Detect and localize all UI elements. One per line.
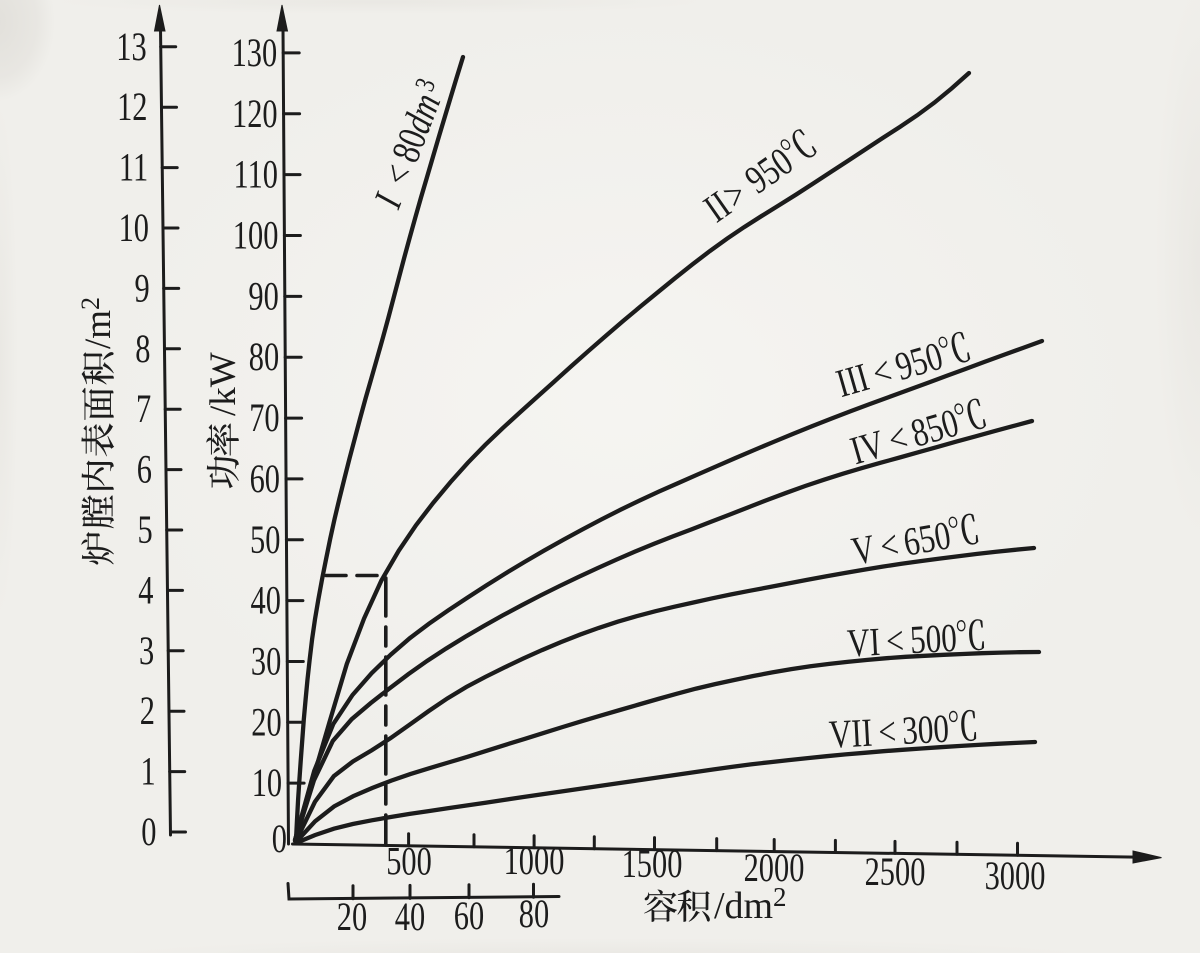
- svg-text:1500: 1500: [622, 841, 683, 886]
- svg-text:120: 120: [232, 91, 278, 136]
- svg-text:2: 2: [76, 297, 105, 310]
- svg-text:10: 10: [119, 205, 149, 250]
- svg-text:110: 110: [234, 152, 278, 197]
- svg-text:11: 11: [119, 145, 148, 190]
- svg-text:3000: 3000: [985, 853, 1046, 898]
- svg-text:/dm: /dm: [714, 885, 773, 927]
- svg-text:1000: 1000: [504, 838, 565, 883]
- svg-text:4: 4: [138, 567, 153, 612]
- svg-text:13: 13: [116, 24, 146, 69]
- svg-text:<: <: [877, 709, 897, 754]
- svg-text:100: 100: [233, 212, 279, 257]
- svg-text:10: 10: [252, 760, 282, 805]
- svg-text:500: 500: [386, 838, 432, 883]
- svg-text:20: 20: [251, 699, 281, 744]
- svg-text:2000: 2000: [744, 845, 805, 890]
- svg-text:60: 60: [454, 893, 484, 938]
- svg-text:8: 8: [135, 326, 150, 371]
- svg-text:130: 130: [232, 30, 278, 75]
- svg-text:20: 20: [337, 894, 367, 939]
- svg-text:2: 2: [773, 882, 787, 912]
- svg-text:70: 70: [249, 395, 279, 440]
- svg-text:650: 650: [900, 512, 954, 564]
- svg-text:50: 50: [250, 517, 280, 562]
- svg-text:/m: /m: [78, 310, 119, 349]
- svg-text:<: <: [885, 618, 905, 663]
- svg-text:VII: VII: [828, 710, 874, 757]
- svg-text:90: 90: [248, 273, 278, 318]
- svg-text:80: 80: [249, 334, 279, 379]
- svg-text:3: 3: [139, 628, 154, 673]
- svg-text:VI: VI: [846, 619, 881, 665]
- svg-text:/kW: /kW: [203, 352, 244, 416]
- svg-text:2: 2: [140, 688, 155, 733]
- svg-text:40: 40: [251, 578, 281, 623]
- svg-text:12: 12: [117, 84, 147, 129]
- svg-text:1: 1: [140, 749, 155, 794]
- svg-text:2500: 2500: [865, 849, 926, 894]
- svg-text:0: 0: [141, 809, 156, 854]
- svg-text:5: 5: [137, 507, 152, 552]
- svg-text:60: 60: [250, 456, 280, 501]
- svg-text:30: 30: [251, 638, 281, 683]
- svg-text:40: 40: [395, 894, 425, 939]
- svg-text:9: 9: [134, 265, 149, 310]
- svg-text:7: 7: [136, 386, 151, 431]
- svg-text:0: 0: [272, 816, 287, 861]
- svg-text:6: 6: [137, 447, 152, 492]
- svg-text:80: 80: [519, 891, 549, 936]
- svg-text:300: 300: [901, 706, 950, 753]
- svg-text:500: 500: [909, 615, 958, 662]
